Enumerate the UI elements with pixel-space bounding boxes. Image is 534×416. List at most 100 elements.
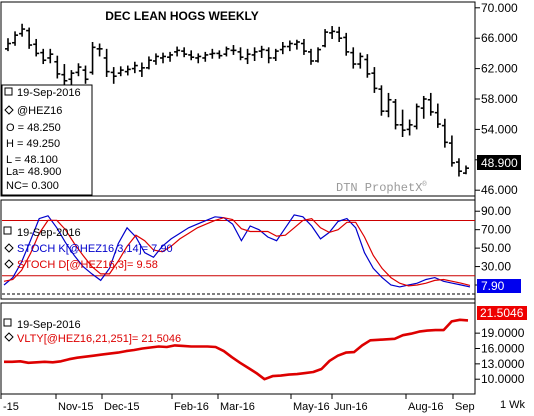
- price-bar: [378, 85, 385, 116]
- price-bar: [174, 46, 181, 57]
- vlty-last-label: 21.5046: [480, 306, 524, 320]
- price-bar: [47, 48, 54, 64]
- info-net-change: NC= 0.300: [6, 180, 59, 192]
- price-bar: [371, 67, 378, 93]
- price-bar: [40, 48, 47, 65]
- price-bar: [195, 53, 202, 64]
- price-bar: [293, 39, 300, 50]
- info-open: O = 48.250: [6, 122, 61, 134]
- info-low: L = 48.100: [6, 154, 58, 166]
- watermark: DTN ProphetX®: [336, 180, 427, 195]
- x-tick-label: Jun-16: [334, 401, 368, 413]
- price-bar: [265, 47, 272, 64]
- price-bar: [350, 47, 357, 69]
- info-last: La= 48.900: [6, 166, 61, 178]
- diamond-icon: [4, 259, 14, 269]
- period-label: 1 Wk: [500, 399, 526, 411]
- price-last-tag: [477, 155, 521, 170]
- price-bar: [279, 42, 286, 55]
- stoch-ytick-label: 90.00: [481, 204, 511, 218]
- stoch-box-icon: [3, 226, 12, 235]
- price-bar: [138, 62, 145, 77]
- volatility-panel: [0, 302, 476, 395]
- price-bar: [54, 55, 61, 79]
- x-tick-label: Dec-15: [104, 401, 139, 413]
- price-bar: [19, 23, 26, 37]
- x-tick-label: Aug-16: [408, 401, 443, 413]
- price-bar: [167, 51, 174, 62]
- price-bar: [230, 45, 237, 55]
- chart-title: DEC LEAN HOGS WEEKLY: [105, 9, 259, 23]
- stoch-d-line: [3, 217, 471, 287]
- x-tick-label: Sep: [455, 401, 475, 413]
- price-bar: [406, 119, 413, 136]
- price-ytick-label: 54.000: [481, 122, 518, 136]
- stoch-d-label: STOCH D[@HEZ16,3]= 9.58: [17, 259, 158, 271]
- stoch-ytick-label: 50.00: [481, 241, 511, 255]
- price-bar: [117, 66, 124, 77]
- vlty-ytick-label: 16.0000: [481, 342, 525, 356]
- price-bar: [131, 61, 138, 74]
- price-bar: [300, 38, 307, 55]
- price-bar: [315, 47, 322, 63]
- diamond-icon: [4, 332, 14, 342]
- stoch-ytick-label: 70.00: [481, 223, 511, 237]
- price-bar: [385, 92, 392, 118]
- stoch-last-tag: [477, 279, 521, 293]
- price-bar: [286, 40, 293, 52]
- vlty-ytick-label: 19.0000: [481, 326, 525, 340]
- vlty-label: VLTY[@HEZ16,21,251]= 21.5046: [17, 333, 181, 345]
- stochastic-legend: 19-Sep-2016 STOCH K[@HEZ16,3,14]= 7.90 S…: [3, 226, 173, 271]
- price-bar: [96, 43, 103, 57]
- price-bar: [223, 46, 230, 57]
- vlty-ytick-label: 13.0000: [481, 357, 525, 371]
- price-bar: [61, 64, 68, 86]
- price-bar: [258, 45, 265, 58]
- price-bar: [427, 92, 434, 116]
- price-bar: [448, 135, 455, 167]
- price-ytick-label: 58.000: [481, 92, 518, 106]
- price-ytick-label: 66.000: [481, 31, 518, 45]
- price-bar: [82, 65, 89, 84]
- x-tick-label: Feb-16: [174, 401, 209, 413]
- price-info-box: 19-Sep-2016 @HEZ16 O = 48.250 H = 49.250…: [1, 84, 93, 196]
- price-bar: [216, 50, 223, 59]
- price-bar: [110, 67, 117, 84]
- price-bar: [26, 27, 33, 49]
- x-tick-label: -15: [3, 401, 19, 413]
- price-bar: [251, 47, 258, 61]
- price-bar: [413, 103, 420, 130]
- price-ytick-label: 62.000: [481, 62, 518, 76]
- vlty-date: 19-Sep-2016: [17, 319, 81, 331]
- info-box-icon: [4, 87, 13, 96]
- price-bar: [434, 103, 441, 128]
- price-bar: [336, 26, 343, 42]
- price-bar: [463, 165, 469, 175]
- volatility-legend: 19-Sep-2016 VLTY[@HEZ16,21,251]= 21.5046: [3, 318, 181, 345]
- price-bar: [329, 26, 336, 39]
- stoch-k-line: [3, 214, 471, 288]
- price-bar: [357, 52, 364, 69]
- vlty-last-tag: [477, 306, 527, 320]
- price-last-label: 48.900: [481, 156, 518, 170]
- stoch-date: 19-Sep-2016: [17, 227, 81, 239]
- x-tick-label: Nov-15: [58, 401, 93, 413]
- diamond-icon: [4, 105, 14, 115]
- price-bar: [455, 158, 462, 177]
- price-bar: [124, 65, 131, 76]
- price-bars: [5, 23, 469, 177]
- price-bar: [343, 32, 350, 56]
- stochastic-panel: [0, 199, 476, 300]
- x-tick-label: Mar-16: [220, 401, 255, 413]
- vlty-box-icon: [3, 318, 12, 327]
- vlty-line: [4, 318, 469, 381]
- diamond-icon: [4, 243, 14, 253]
- price-bar: [202, 51, 209, 62]
- price-bar: [68, 70, 75, 85]
- price-bar: [209, 48, 216, 59]
- stoch-last-label: 7.90: [481, 279, 505, 293]
- price-bar: [188, 50, 195, 61]
- price-bar: [145, 56, 152, 70]
- info-date: 19-Sep-2016: [17, 87, 81, 99]
